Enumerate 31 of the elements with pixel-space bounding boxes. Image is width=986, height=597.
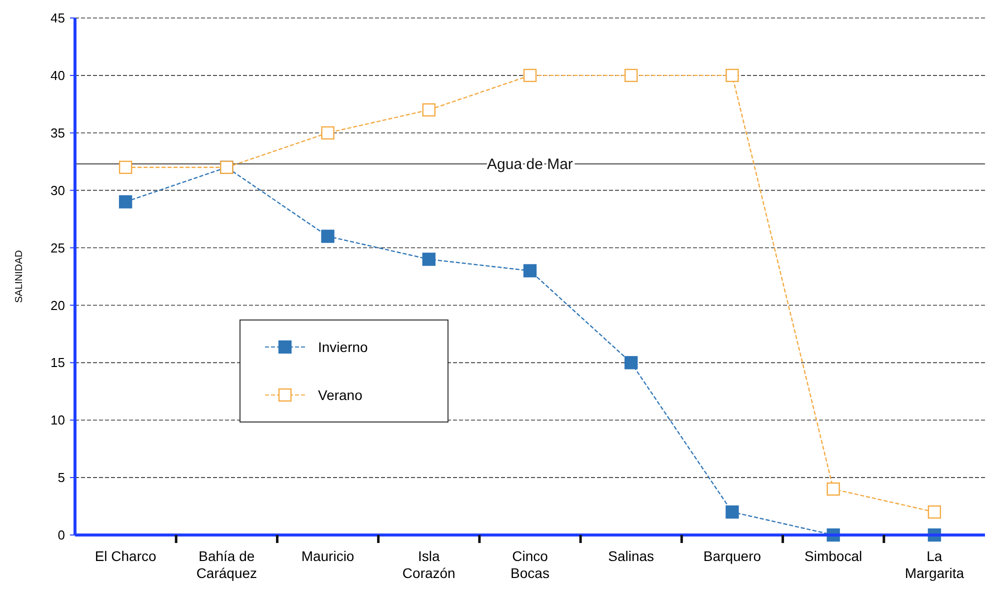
- y-tick-label: 40: [50, 68, 65, 83]
- y-tick-label: 45: [50, 10, 65, 26]
- y-tick-label: 0: [58, 528, 65, 543]
- x-tick-label: Barquero: [703, 548, 762, 564]
- y-tick-label: 15: [50, 355, 65, 370]
- legend-label: Invierno: [318, 338, 368, 355]
- x-tick-label: Simbocal: [804, 548, 862, 564]
- x-tick-label: El Charco: [94, 548, 157, 564]
- y-tick-label: 5: [58, 470, 65, 486]
- point: [928, 505, 942, 519]
- point: [422, 252, 436, 266]
- y-axis-title: SALINIDAD: [14, 250, 25, 303]
- x-tick-label: Isla Corazón: [402, 548, 456, 581]
- x-tick-label: Bahía de Caráquez: [196, 548, 258, 581]
- y-tick-label: 10: [50, 412, 65, 428]
- x-tick-label: Mauricio: [301, 548, 354, 564]
- y-tick-label: 35: [50, 125, 65, 140]
- x-tick-label: La Margarita: [904, 548, 964, 581]
- point: [726, 505, 739, 519]
- legend-label: Verano: [318, 386, 363, 403]
- point: [523, 264, 537, 278]
- point: [523, 68, 537, 82]
- y-tick-label: 20: [50, 298, 65, 313]
- point: [624, 356, 638, 370]
- point: [118, 195, 132, 208]
- point: [321, 230, 334, 243]
- x-tick-label: Salinas: [608, 548, 654, 564]
- x-tick-label: Cinco Bocas: [510, 548, 550, 581]
- y-tick-label: 30: [50, 182, 65, 198]
- y-tick-label: 25: [50, 240, 65, 256]
- point: [118, 160, 132, 174]
